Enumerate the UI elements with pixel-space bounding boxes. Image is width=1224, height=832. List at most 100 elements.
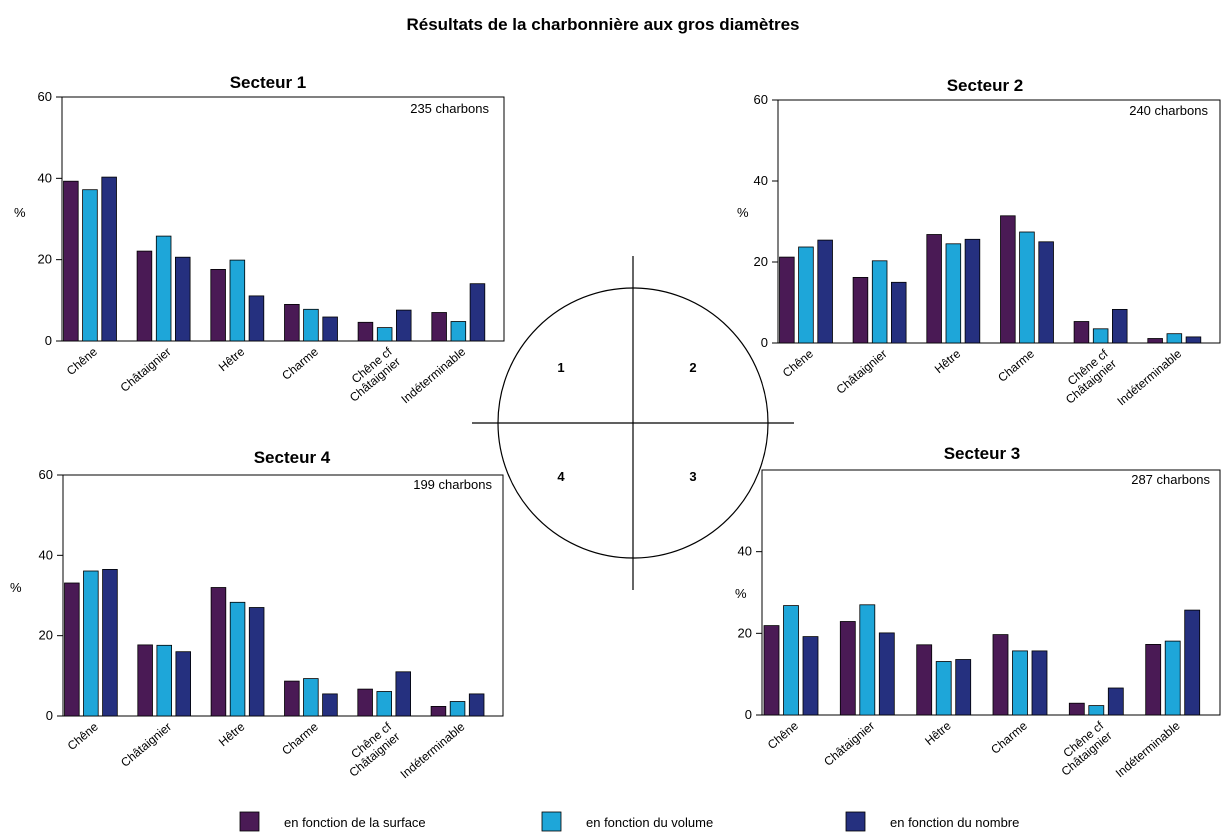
chart-panel-2: Secteur 2 240 charbons% 0 20 40 60 Chêne Châtai… — [737, 76, 1221, 408]
plot-frame — [777, 99, 1221, 344]
figure-title: Résultats de la charbonnière aux gros di… — [406, 15, 799, 34]
bar-volume — [1166, 333, 1183, 344]
bar-volume — [156, 644, 172, 717]
bar-volume — [449, 701, 466, 717]
bar-volume — [83, 570, 99, 717]
bar-nombre — [1107, 687, 1124, 716]
bar-surface — [1000, 215, 1016, 344]
bar-nombre — [878, 632, 895, 716]
count-label: 287 charbons — [1131, 472, 1210, 487]
bar-surface — [992, 634, 1009, 716]
bar-nombre — [468, 693, 485, 717]
category-label: Chêne — [65, 719, 101, 753]
bar-volume — [1019, 231, 1035, 344]
bar-surface — [926, 234, 942, 344]
category-label: Hêtre — [922, 718, 954, 748]
bar-surface — [839, 621, 856, 716]
bar-volume — [945, 243, 962, 344]
quadrant-label-3: 3 — [689, 469, 696, 484]
y-tick-label: 60 — [754, 92, 768, 107]
bar-nombre — [248, 607, 265, 717]
chart-panel-4: Secteur 3 287 charbons% 0 20 40 Chêne Châtaign… — [735, 444, 1221, 780]
bar-volume — [871, 260, 888, 344]
bar-surface — [64, 582, 80, 717]
bar-volume — [798, 246, 814, 344]
bar-surface — [284, 680, 300, 717]
y-tick-label: 0 — [46, 708, 53, 723]
y-axis-label: % — [14, 205, 26, 220]
category-label: Hêtre — [216, 719, 248, 749]
legend-label-volume: en fonction du volume — [586, 815, 713, 830]
y-tick-label: 40 — [39, 547, 53, 562]
plot-frame — [61, 96, 505, 342]
bar-surface — [1068, 702, 1085, 716]
y-axis-label: % — [737, 205, 749, 220]
bar-nombre — [817, 239, 833, 344]
category-label: Charme — [279, 344, 321, 382]
category-label: Chêne — [765, 718, 801, 752]
category-label: Charme — [279, 719, 321, 757]
legend-swatch-volume — [541, 811, 562, 832]
category-label: Charme — [995, 346, 1037, 384]
y-tick-label: 0 — [745, 707, 752, 722]
bar-nombre — [248, 295, 265, 342]
category-label: Hêtre — [216, 344, 248, 374]
chart-panel-3: Secteur 4 199 charbons% 0 20 40 60 Chêne Châtai… — [10, 448, 504, 781]
bar-nombre — [322, 693, 338, 717]
legend-swatch-nombre — [845, 811, 866, 832]
bar-surface — [357, 688, 373, 717]
y-tick-label: 20 — [39, 628, 53, 643]
y-tick-label: 60 — [39, 467, 53, 482]
category-label: Charme — [988, 718, 1030, 756]
quadrant-label-1: 1 — [557, 360, 564, 375]
category-label: Indéterminable — [1113, 718, 1183, 780]
y-axis-label: % — [10, 580, 22, 595]
category-label: Châtaignier — [118, 345, 174, 395]
bar-nombre — [102, 569, 118, 717]
bar-nombre — [174, 256, 191, 342]
bar-volume — [303, 308, 319, 342]
y-tick-label: 0 — [45, 333, 52, 348]
bar-surface — [1073, 321, 1090, 344]
bar-surface — [1145, 644, 1162, 716]
bar-surface — [137, 644, 153, 717]
category-label: Chêne cfChâtaignier — [339, 344, 404, 405]
category-label: Hêtre — [932, 346, 964, 376]
category-label: Chêne cfChâtaignier — [1055, 346, 1120, 407]
y-tick-label: 20 — [754, 254, 768, 269]
y-tick-label: 0 — [761, 335, 768, 350]
plot-frame — [761, 469, 1221, 716]
panel-title: Secteur 3 — [944, 444, 1021, 463]
bar-surface — [210, 587, 227, 717]
legend-swatch-surface — [239, 811, 260, 832]
bar-volume — [376, 691, 392, 717]
bar-nombre — [955, 659, 972, 716]
category-label: Châtaignier — [834, 347, 890, 397]
bar-volume — [82, 189, 98, 342]
bar-surface — [430, 706, 447, 717]
bar-nombre — [395, 671, 411, 717]
bar-nombre — [322, 316, 338, 342]
bar-nombre — [1184, 609, 1201, 716]
legend: en fonction de la surface en fonction du… — [239, 811, 1019, 832]
category-label: Indéterminable — [398, 719, 468, 781]
y-tick-label: 40 — [38, 170, 52, 185]
category-label: Châtaignier — [118, 720, 174, 770]
bar-volume — [450, 321, 467, 342]
bar-surface — [852, 276, 869, 344]
count-label: 240 charbons — [1129, 103, 1208, 118]
bar-nombre — [175, 651, 191, 717]
category-label: Châtaignier — [821, 719, 877, 769]
category-label: Chêne — [64, 344, 100, 378]
count-label: 235 charbons — [410, 101, 489, 116]
bar-nombre — [964, 238, 981, 344]
y-tick-label: 40 — [738, 544, 752, 559]
chart-panel-1: Secteur 1 235 charbons% 0 20 40 60 Chêne Châtai… — [14, 73, 505, 406]
bar-nombre — [1185, 336, 1202, 344]
panel-title: Secteur 2 — [947, 76, 1024, 95]
category-label: Chêne — [780, 346, 816, 380]
bar-volume — [783, 605, 799, 716]
bar-surface — [210, 268, 226, 342]
bar-surface — [779, 256, 795, 344]
